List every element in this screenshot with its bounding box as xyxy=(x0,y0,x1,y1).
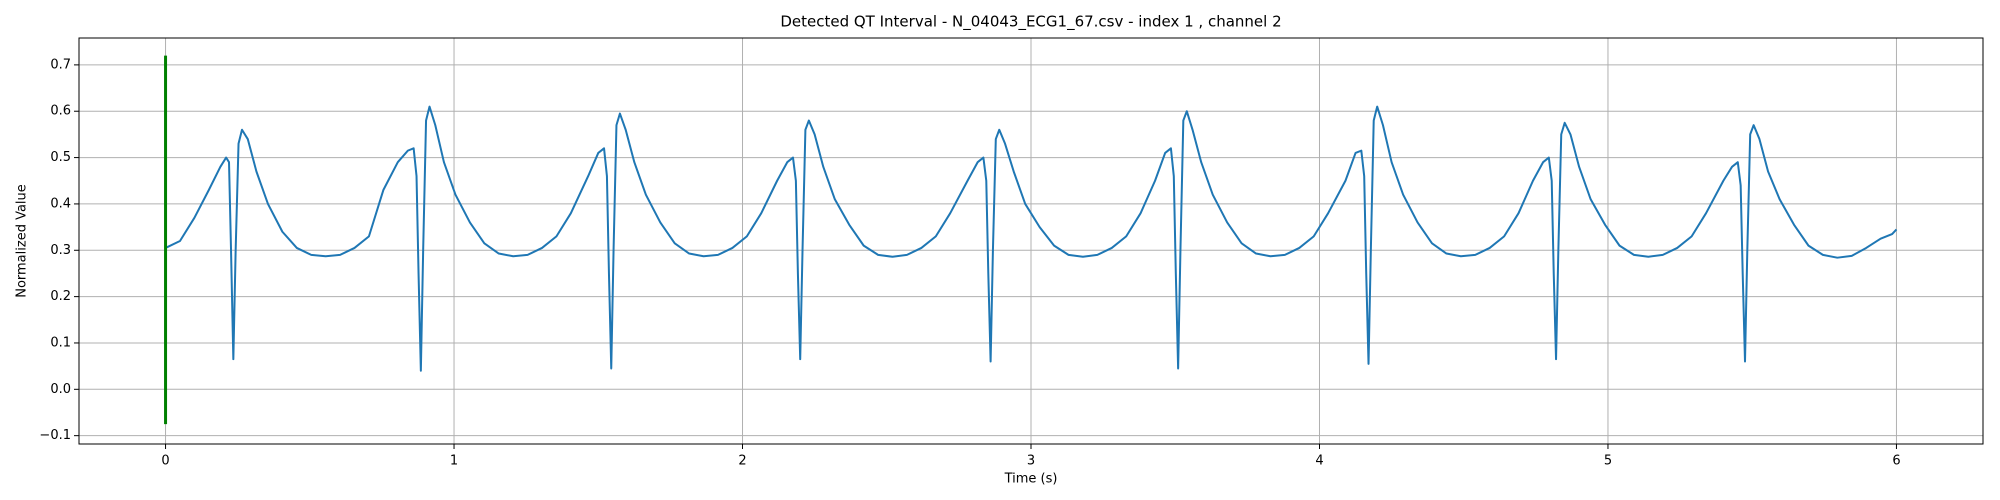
x-tick-label: 0 xyxy=(161,454,169,469)
plot-frame xyxy=(78,37,1984,445)
chart-title: Detected QT Interval - N_04043_ECG1_67.c… xyxy=(780,13,1281,32)
y-tick-label: 0.2 xyxy=(50,289,71,304)
series-line xyxy=(165,105,1898,372)
x-tick-label: 4 xyxy=(1315,454,1323,469)
y-tick-label: 0.4 xyxy=(50,196,71,211)
y-tick-label: 0.6 xyxy=(50,104,71,119)
y-axis-label: Normalized Value xyxy=(15,184,30,298)
x-axis-label: Time (s) xyxy=(1004,472,1058,487)
y-tick-label: 0.0 xyxy=(50,382,71,397)
y-tick-label: −0.1 xyxy=(39,428,71,443)
y-tick-label: 0.1 xyxy=(50,335,71,350)
x-tick-label: 5 xyxy=(1604,454,1612,469)
y-tick-label: 0.7 xyxy=(50,57,71,72)
x-tick-label: 1 xyxy=(450,454,458,469)
y-tick-label: 0.3 xyxy=(50,243,71,258)
x-tick-label: 6 xyxy=(1892,454,1900,469)
x-tick-label: 3 xyxy=(1027,454,1035,469)
x-tick-label: 2 xyxy=(738,454,746,469)
y-tick-label: 0.5 xyxy=(50,150,71,165)
